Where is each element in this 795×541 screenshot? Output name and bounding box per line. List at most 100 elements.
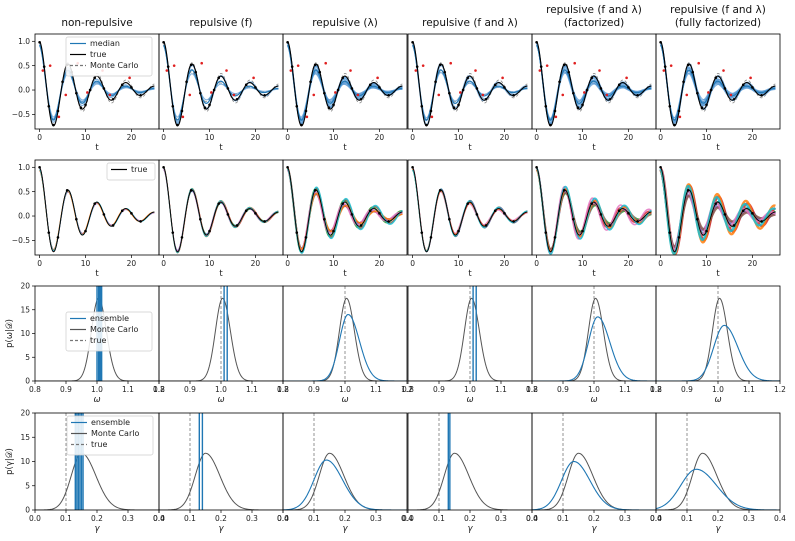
plot-area (535, 40, 652, 127)
axes-frame (531, 412, 657, 511)
observation-point (235, 97, 239, 101)
observation-point (512, 220, 515, 223)
observation-point (368, 209, 372, 213)
observation-point (226, 213, 230, 216)
observation-point (553, 236, 557, 239)
outlier-point (48, 64, 52, 67)
observation-point (714, 202, 718, 205)
subplot: 0.8 0.9 1.0 1.1 1.2 ω (526, 285, 662, 405)
outlier-point (200, 61, 204, 65)
observation-point (332, 103, 335, 107)
subplot: 0 10 20 t (282, 33, 408, 153)
observation-point (691, 70, 695, 74)
ensemble-density (283, 459, 407, 510)
x-tick-label: 1.2 (153, 385, 165, 394)
subplot: 0.8 0.9 1.0 1.1 1.2 ω (650, 285, 786, 405)
x-axis-label: t (716, 269, 720, 279)
observation-point (562, 63, 566, 67)
x-tick-label: 20 (500, 133, 510, 142)
x-tick-label: 20 (500, 259, 510, 268)
observation-point (130, 86, 133, 89)
outlier-point (172, 64, 176, 67)
axes-frame (282, 412, 408, 511)
observation-point (572, 91, 575, 95)
subplot: 0.0 0.1 0.2 0.3 0.4 γ (153, 412, 289, 534)
column-subtitle: (factorized) (564, 17, 625, 29)
x-tick-label: 0.2 (339, 514, 351, 523)
outlier-point (376, 76, 379, 80)
observation-point (304, 236, 308, 239)
observation-point (93, 76, 97, 80)
outlier-point (356, 93, 360, 97)
observation-point (539, 65, 543, 68)
observation-point (189, 189, 193, 192)
axes-frame (282, 33, 408, 130)
x-axis-label: t (592, 269, 596, 279)
y-tick-label: 0.5 (18, 61, 30, 70)
y-tick-label: −0.5 (12, 236, 30, 245)
x-tick-label: 0.9 (681, 385, 693, 394)
axes-frame (655, 33, 781, 130)
observation-point (484, 224, 488, 227)
outlier-point (41, 69, 45, 72)
observation-point (61, 80, 64, 84)
observation-point (636, 94, 639, 97)
outlier-point (545, 64, 549, 67)
observation-point (549, 123, 552, 127)
outlier-point (561, 93, 565, 97)
x-tick-label: 1.1 (619, 385, 631, 394)
observation-point (668, 231, 672, 234)
observation-point (434, 80, 437, 84)
observation-point (585, 88, 589, 92)
plot-area (411, 40, 528, 127)
plot-area (535, 166, 652, 255)
observation-point (677, 236, 681, 239)
x-tick-label: 1.1 (743, 385, 755, 394)
observation-point (443, 70, 447, 74)
plot-area (38, 166, 155, 253)
y-tick-label: 0.0 (18, 212, 30, 221)
observation-point (420, 104, 424, 108)
x-tick-label: 1.2 (650, 385, 662, 394)
x-axis-label: γ (342, 524, 348, 534)
observation-point (627, 86, 630, 89)
outlier-point (86, 91, 89, 94)
monte-carlo-density (408, 297, 532, 381)
observation-point (309, 80, 312, 84)
observation-point (503, 86, 506, 89)
x-tick-label: 0.0 (153, 514, 165, 523)
x-tick-label: 20 (375, 133, 385, 142)
x-tick-label: 0.0 (277, 514, 289, 523)
y-tick-label: 0.0 (18, 86, 30, 95)
observation-point (411, 166, 414, 169)
outlier-point (437, 93, 441, 97)
plots-layer: 0 10 20 t −0.5 0.0 0.5 1.0 median true Monte Carlo… (5, 33, 786, 534)
observation-point (544, 104, 548, 108)
x-tick-label: 0.0 (526, 514, 538, 523)
observation-point (751, 86, 754, 89)
outlier-point (583, 91, 586, 94)
observation-point (42, 65, 46, 68)
observation-point (47, 104, 51, 108)
outlier-point (414, 69, 418, 72)
legend: median true Monte Carlo (65, 36, 153, 77)
observation-point (484, 97, 488, 101)
legend: true (106, 162, 156, 181)
x-tick-label: 0.4 (650, 514, 662, 523)
x-tick-label: 1.0 (588, 385, 600, 394)
observation-point (56, 236, 60, 239)
observation-point (590, 76, 594, 80)
subplot: 0.0 0.1 0.2 0.3 0.4 γ (277, 412, 413, 534)
observation-point (217, 202, 221, 205)
y-tick-label: 1.0 (18, 163, 30, 172)
outlier-point (349, 69, 352, 72)
outlier-point (538, 69, 542, 72)
true-line (163, 167, 279, 253)
x-tick-label: 0 (410, 259, 415, 268)
observation-point (448, 217, 451, 221)
outlier-point (210, 91, 213, 94)
ensemble-density (656, 324, 780, 381)
x-tick-label: 0.9 (184, 385, 196, 394)
subplot: 0 10 20 t (531, 33, 657, 153)
outlier-point (188, 93, 192, 97)
